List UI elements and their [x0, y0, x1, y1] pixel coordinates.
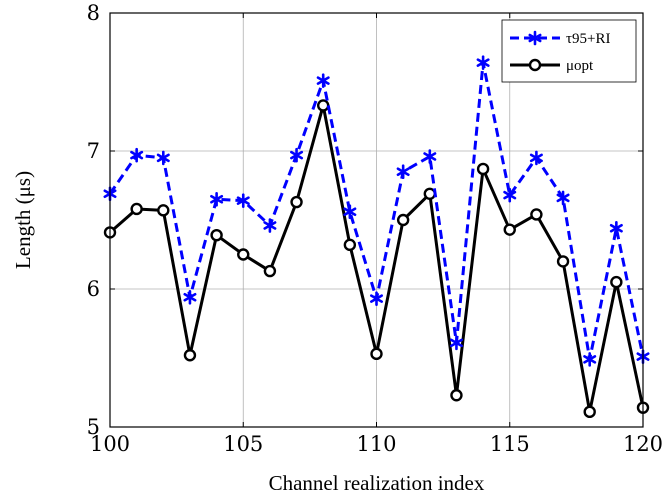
- y-axis-ticks: 5 6 7 8: [87, 1, 643, 439]
- data-point: [157, 204, 170, 217]
- x-tick-label: 120: [623, 432, 663, 456]
- data-point: [529, 150, 543, 166]
- data-point: [183, 349, 197, 362]
- x-tick-label: 115: [490, 432, 530, 456]
- y-axis-title: Length (μs): [11, 171, 35, 269]
- legend-marker: [528, 58, 542, 72]
- data-point: [370, 291, 383, 306]
- data-point: [343, 204, 357, 220]
- x-axis-title: Channel realization index: [269, 471, 485, 495]
- data-point: [183, 289, 197, 305]
- data-point: [583, 352, 597, 367]
- data-point: [210, 192, 224, 207]
- data-point: [290, 195, 303, 209]
- data-point: [316, 73, 330, 88]
- data-point: [370, 347, 383, 361]
- y-tick-label: 8: [87, 1, 100, 25]
- data-point: [263, 264, 277, 278]
- data-point: [610, 275, 623, 289]
- data-point: [396, 213, 410, 227]
- data-point: [343, 238, 357, 252]
- data-point: [263, 218, 277, 233]
- data-point: [476, 55, 490, 70]
- data-point: [423, 149, 437, 164]
- data-point: [317, 99, 330, 112]
- data-point: [503, 223, 516, 236]
- legend-marker: [528, 30, 542, 46]
- data-point: [156, 150, 170, 166]
- data-point: [449, 335, 463, 351]
- data-point: [130, 202, 143, 216]
- y-tick-label: 5: [87, 415, 100, 439]
- data-point: [583, 405, 596, 419]
- x-axis-ticks: 100 105 110 115 120: [90, 13, 663, 456]
- legend-label: τ95+RI: [566, 31, 611, 47]
- data-point: [290, 147, 304, 163]
- legend-box: [501, 19, 637, 83]
- data-point: [556, 255, 570, 268]
- data-point: [237, 248, 250, 261]
- data-point: [609, 220, 623, 236]
- x-tick-label: 110: [356, 432, 396, 456]
- data-point: [396, 164, 410, 179]
- data-point: [236, 193, 250, 208]
- data-point: [130, 147, 144, 163]
- y-tick-label: 7: [87, 139, 100, 163]
- y-tick-label: 6: [87, 277, 100, 301]
- data-point: [503, 187, 517, 203]
- data-point: [210, 228, 223, 242]
- data-point: [476, 162, 490, 176]
- x-tick-label: 105: [223, 432, 263, 456]
- x-tick-label: 100: [90, 432, 130, 456]
- data-point: [530, 208, 543, 221]
- legend: τ95+RI μopt: [501, 19, 637, 83]
- data-point: [556, 190, 570, 206]
- legend-label: μopt: [566, 58, 594, 74]
- data-point: [450, 389, 463, 402]
